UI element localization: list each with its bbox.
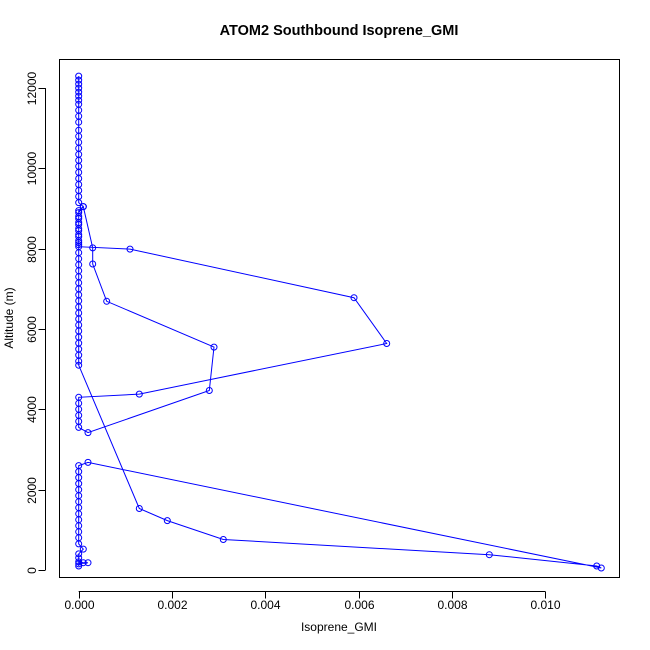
x-axis-label: Isoprene_GMI: [301, 620, 377, 634]
data-point: [350, 294, 358, 302]
y-tick-label: 2000: [25, 477, 39, 504]
data-point: [163, 517, 171, 525]
y-axis: 0 2000 4000 6000 8000 10000 12000: [25, 71, 46, 574]
data-point: [75, 92, 83, 100]
y-tick-label: 12000: [25, 71, 39, 105]
x-axis: 0.000 0.002 0.004 0.006 0.008 0.010: [64, 591, 561, 612]
data-point: [219, 536, 227, 543]
data-point: [383, 340, 391, 347]
data-point: [89, 244, 97, 252]
series-layer: [75, 72, 605, 572]
y-tick-label: 10000: [25, 151, 39, 185]
data-point: [75, 239, 83, 247]
x-tick-label: 0.004: [250, 598, 280, 612]
data-point: [75, 558, 83, 566]
data-point: [75, 72, 83, 80]
data-point: [89, 260, 97, 268]
x-tick-label: 0.000: [64, 598, 94, 612]
y-axis-label: Altitude (m): [2, 287, 16, 348]
y-tick-label: 0: [25, 567, 39, 574]
x-tick-label: 0.006: [344, 598, 374, 612]
data-point: [75, 241, 83, 249]
data-point: [75, 237, 83, 245]
data-point: [75, 88, 83, 96]
data-point: [84, 429, 92, 437]
data-point: [103, 297, 111, 305]
y-tick-label: 6000: [25, 316, 39, 343]
data-point: [75, 96, 83, 104]
plot-area: [59, 59, 620, 578]
data-point: [75, 550, 83, 558]
data-point: [79, 203, 87, 211]
data-point: [75, 84, 83, 92]
data-point: [126, 245, 134, 253]
chart-title: ATOM2 Southbound Isoprene_GMI: [220, 23, 459, 39]
data-point: [75, 199, 83, 207]
data-point: [75, 357, 83, 365]
series-line: [78, 76, 602, 569]
data-point: [135, 505, 143, 512]
data-point: [135, 390, 143, 398]
x-tick-label: 0.010: [530, 598, 560, 612]
data-point: [75, 540, 83, 548]
data-point: [210, 343, 218, 351]
data-point: [84, 458, 92, 466]
data-point: [75, 361, 83, 369]
data-point: [205, 387, 213, 394]
data-point: [84, 559, 92, 567]
data-point: [593, 562, 601, 570]
data-point: [75, 80, 83, 88]
data-point: [75, 118, 83, 126]
data-point: [75, 76, 83, 84]
data-point: [485, 551, 493, 559]
data-point: [79, 559, 87, 567]
y-tick-label: 4000: [25, 396, 39, 423]
y-tick-label: 8000: [25, 236, 39, 263]
data-point: [75, 560, 83, 568]
x-tick-label: 0.008: [437, 598, 467, 612]
data-point: [75, 562, 83, 570]
data-point: [597, 564, 605, 572]
data-point: [75, 423, 83, 431]
data-point: [79, 545, 87, 553]
x-tick-label: 0.002: [157, 598, 187, 612]
